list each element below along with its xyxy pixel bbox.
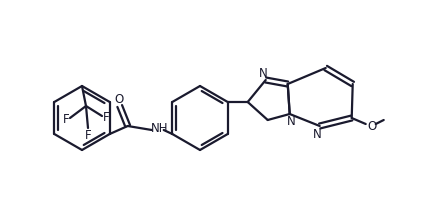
- Text: O: O: [114, 93, 124, 106]
- Text: N: N: [314, 127, 322, 140]
- Text: F: F: [85, 129, 91, 142]
- Text: N: N: [259, 67, 268, 80]
- Text: F: F: [63, 112, 69, 125]
- Text: N: N: [287, 114, 296, 127]
- Text: O: O: [367, 119, 376, 133]
- Text: F: F: [103, 110, 109, 123]
- Text: NH: NH: [151, 121, 169, 134]
